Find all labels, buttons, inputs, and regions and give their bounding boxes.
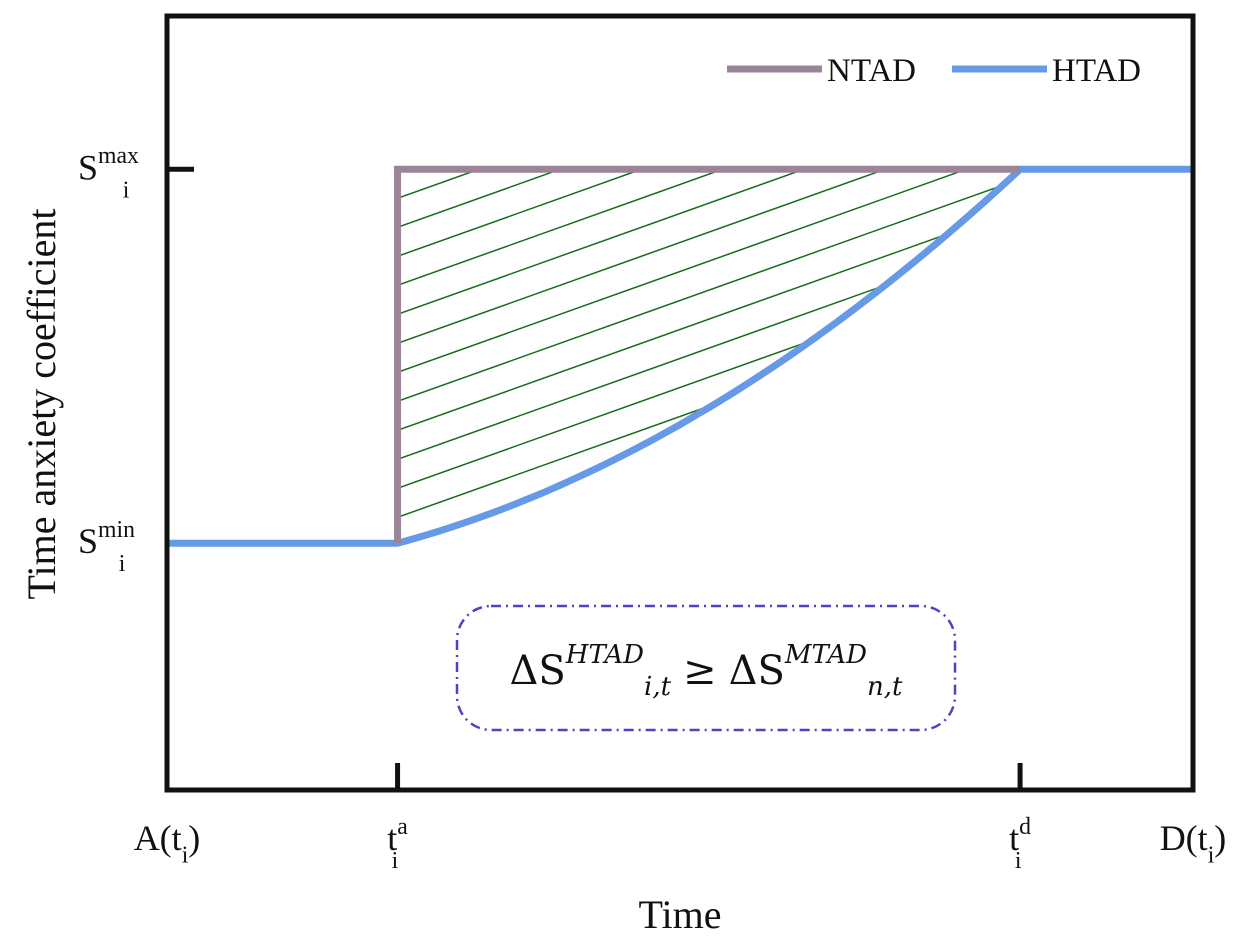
tick-label: ta i [387,814,408,874]
tick-label: Smax i [78,143,139,203]
tick-label: td i [1009,814,1031,874]
plot-frame [164,13,1196,793]
annotation-border [455,604,957,732]
hatch-line [397,169,1021,287]
hatch-line [397,243,1021,490]
tick-label: A(ti) [134,818,201,869]
hatch-line [397,169,1021,403]
hatch-line [397,169,1021,229]
hatch-line [397,169,1021,374]
annotation-left-sup: HTAD [565,640,644,670]
hatch-line [397,359,1021,544]
x-axis-label: Time [638,892,721,937]
series-layer [167,165,1194,547]
series-line-htad [167,165,1194,547]
annotation-box: ΔSHTADi,t ≥ ΔSMTADn,t [455,604,957,732]
hatch-line [397,169,1021,258]
hatch-line [397,272,1021,519]
annotation-right-sup: MTAD [784,640,867,670]
series-line-ntad [394,165,1021,544]
legend-label-ntad: NTAD [827,53,916,89]
hatch-region [397,169,1021,544]
annotation-relation: ≥ [683,648,717,694]
legend: NTAD HTAD [727,53,1141,89]
annotation-delta-left: ΔS [510,648,566,694]
y-axis-label: Time anxiety coefficient [19,208,64,599]
annotation-left-sub: i,t [644,672,672,702]
hatch-line [397,214,1021,461]
annotation-formula: ΔSHTADi,t ≥ ΔSMTADn,t [510,640,904,702]
tick-label: Smin i [78,517,135,577]
annotation-right-sub: n,t [867,672,903,702]
hatch-line [397,169,1021,345]
legend-label-htad: HTAD [1052,53,1141,89]
hatch-line [397,185,1021,432]
hatch-line [397,169,1021,316]
hatch-line [397,330,1021,544]
tick-layer: A(ti) ta i td i D(ti) Smax i Smin i [78,143,1226,874]
annotation-delta-right: ΔS [729,648,785,694]
tick-label: D(ti) [1160,818,1227,869]
